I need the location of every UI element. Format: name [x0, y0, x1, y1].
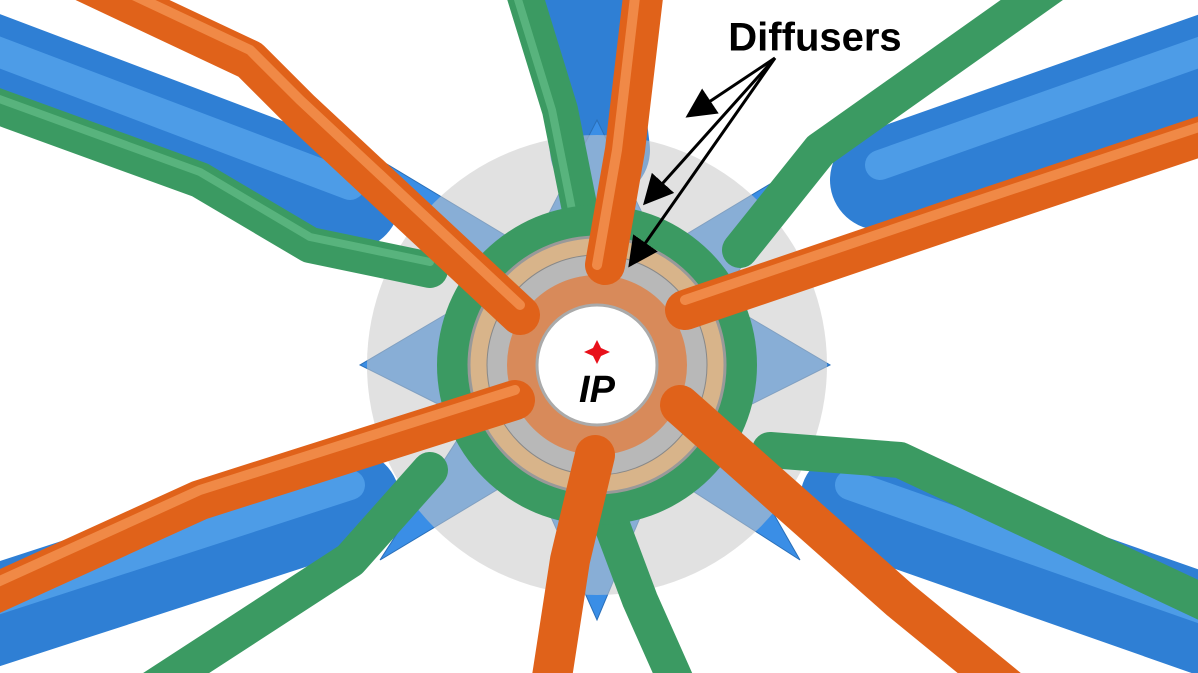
diffusers-label: Diffusers [728, 16, 901, 60]
bore [535, 303, 659, 427]
ip-marker [584, 340, 610, 364]
ip-label: IP [579, 369, 616, 411]
arrows [628, 56, 777, 268]
